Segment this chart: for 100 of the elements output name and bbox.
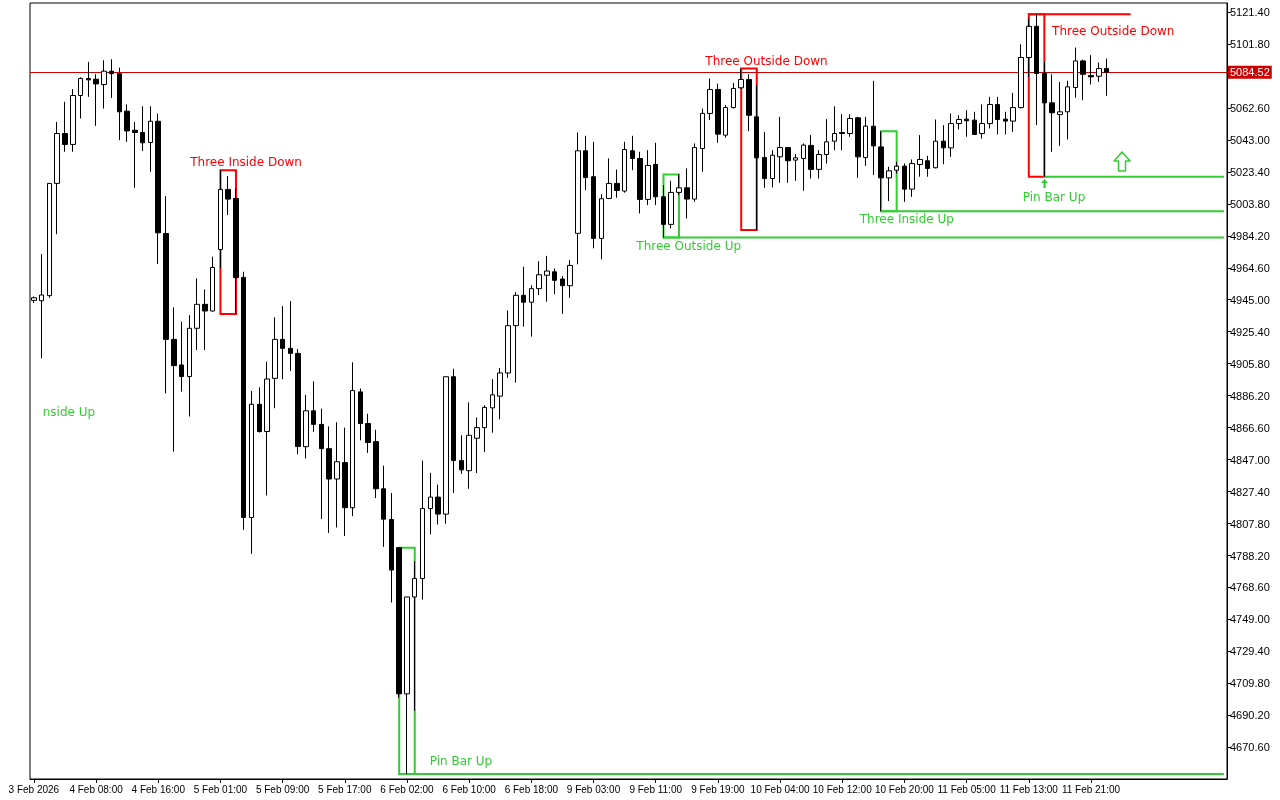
candlestick [668,180,674,229]
candlestick [847,113,853,138]
candlestick [451,368,456,494]
candlestick [1080,59,1086,101]
y-tick-label: 4984.20 [1230,229,1270,242]
y-tick-label: 5043.00 [1230,133,1270,146]
candlestick [513,291,519,384]
candlestick [389,492,394,603]
candlestick [824,118,829,165]
candlestick [731,82,736,110]
candlestick [894,161,899,174]
candlestick [295,348,301,455]
candlestick [459,434,464,475]
candlestick [1034,13,1039,126]
candlestick [101,59,107,110]
y-tick-label: 4768.60 [1230,581,1270,594]
candlestick [567,259,573,299]
candlestick [187,314,192,418]
candlestick [62,101,68,153]
x-tick-label: 9 Feb 11:00 [629,783,683,795]
candlestick [350,361,355,517]
y-tick-label: 5003.80 [1230,197,1270,210]
candlestick [1096,62,1102,83]
candlestick [1104,58,1109,97]
y-tick-label: 4807.80 [1230,517,1270,530]
y-tick-label: 5023.40 [1230,165,1270,178]
candlestick [917,134,923,178]
candlestick [583,135,588,191]
candlestick [622,141,627,194]
candlestick [707,78,713,121]
candlestick [536,260,542,296]
x-tick-label: 10 Feb 04:00 [750,783,810,795]
candlestick [529,284,534,338]
y-tick-label: 4827.40 [1230,485,1270,498]
candlestick [257,386,262,434]
candlestick [443,376,449,525]
candlestick [497,367,503,420]
candlestick [599,193,604,260]
x-tick-label: 6 Feb 10:00 [442,783,497,795]
candlestick [373,429,379,499]
annotation: Three Outside Down [704,54,828,69]
candlestick [801,142,806,192]
candlestick [902,163,907,203]
y-tick-label: 5062.60 [1230,101,1270,114]
candlestick [552,267,557,295]
x-tick-label: 3 Feb 2026 [8,783,60,795]
x-tick-label: 6 Feb 18:00 [504,783,559,795]
candlestick [93,73,99,127]
candlestick [194,277,200,351]
x-tick-label: 9 Feb 19:00 [691,783,746,795]
candlestick [311,380,316,433]
candlestick [925,155,930,178]
annotation: nside Up [42,404,96,419]
x-tick-label: 5 Feb 17:00 [318,783,372,795]
candlestick [684,167,690,219]
candlestick [225,175,231,216]
candlestick [264,361,270,496]
candlestick [832,105,837,151]
candlestick [770,149,775,188]
candlestick [933,118,938,169]
y-tick-label: 4886.20 [1230,389,1270,402]
candlestick [560,275,565,315]
candlestick [404,596,410,775]
candlestick [1049,73,1055,153]
candlestick [365,413,371,454]
candlestick [941,124,946,165]
annotation: Three Inside Down [189,155,302,170]
candlestick [474,417,480,474]
candlestick [575,132,581,265]
candlestick [754,84,759,231]
candlestick [319,408,324,520]
x-tick-label: 10 Feb 12:00 [812,783,873,795]
candlestick [179,321,184,393]
y-tick-label: 4866.60 [1230,421,1270,434]
x-tick-label: 4 Feb 08:00 [69,783,124,795]
candlestick [70,88,76,153]
candlestick [218,169,223,269]
candlestick [521,266,526,328]
candlestick [614,169,620,199]
x-tick-label: 11 Feb 05:00 [937,783,997,795]
candlestick [148,105,153,173]
candlestick [109,58,114,99]
candlestick [653,142,658,206]
candlestick [630,135,635,171]
candlestick [700,108,705,173]
candlestick [86,61,91,98]
candlestick [777,116,783,184]
y-tick-label: 5121.40 [1230,5,1270,18]
candlestick [233,187,239,315]
candlestick [995,96,1000,135]
candlestick [241,271,246,531]
candlestick [1057,81,1063,147]
candlestick [909,158,915,198]
candlestick [762,131,767,189]
y-tick-label: 4925.40 [1230,325,1270,338]
y-tick-label: 4729.40 [1230,645,1270,658]
annotation: Three Outside Down [1051,23,1175,38]
candlestick [637,151,643,214]
candlestick [676,173,682,196]
y-tick-label: 4690.20 [1230,709,1270,722]
